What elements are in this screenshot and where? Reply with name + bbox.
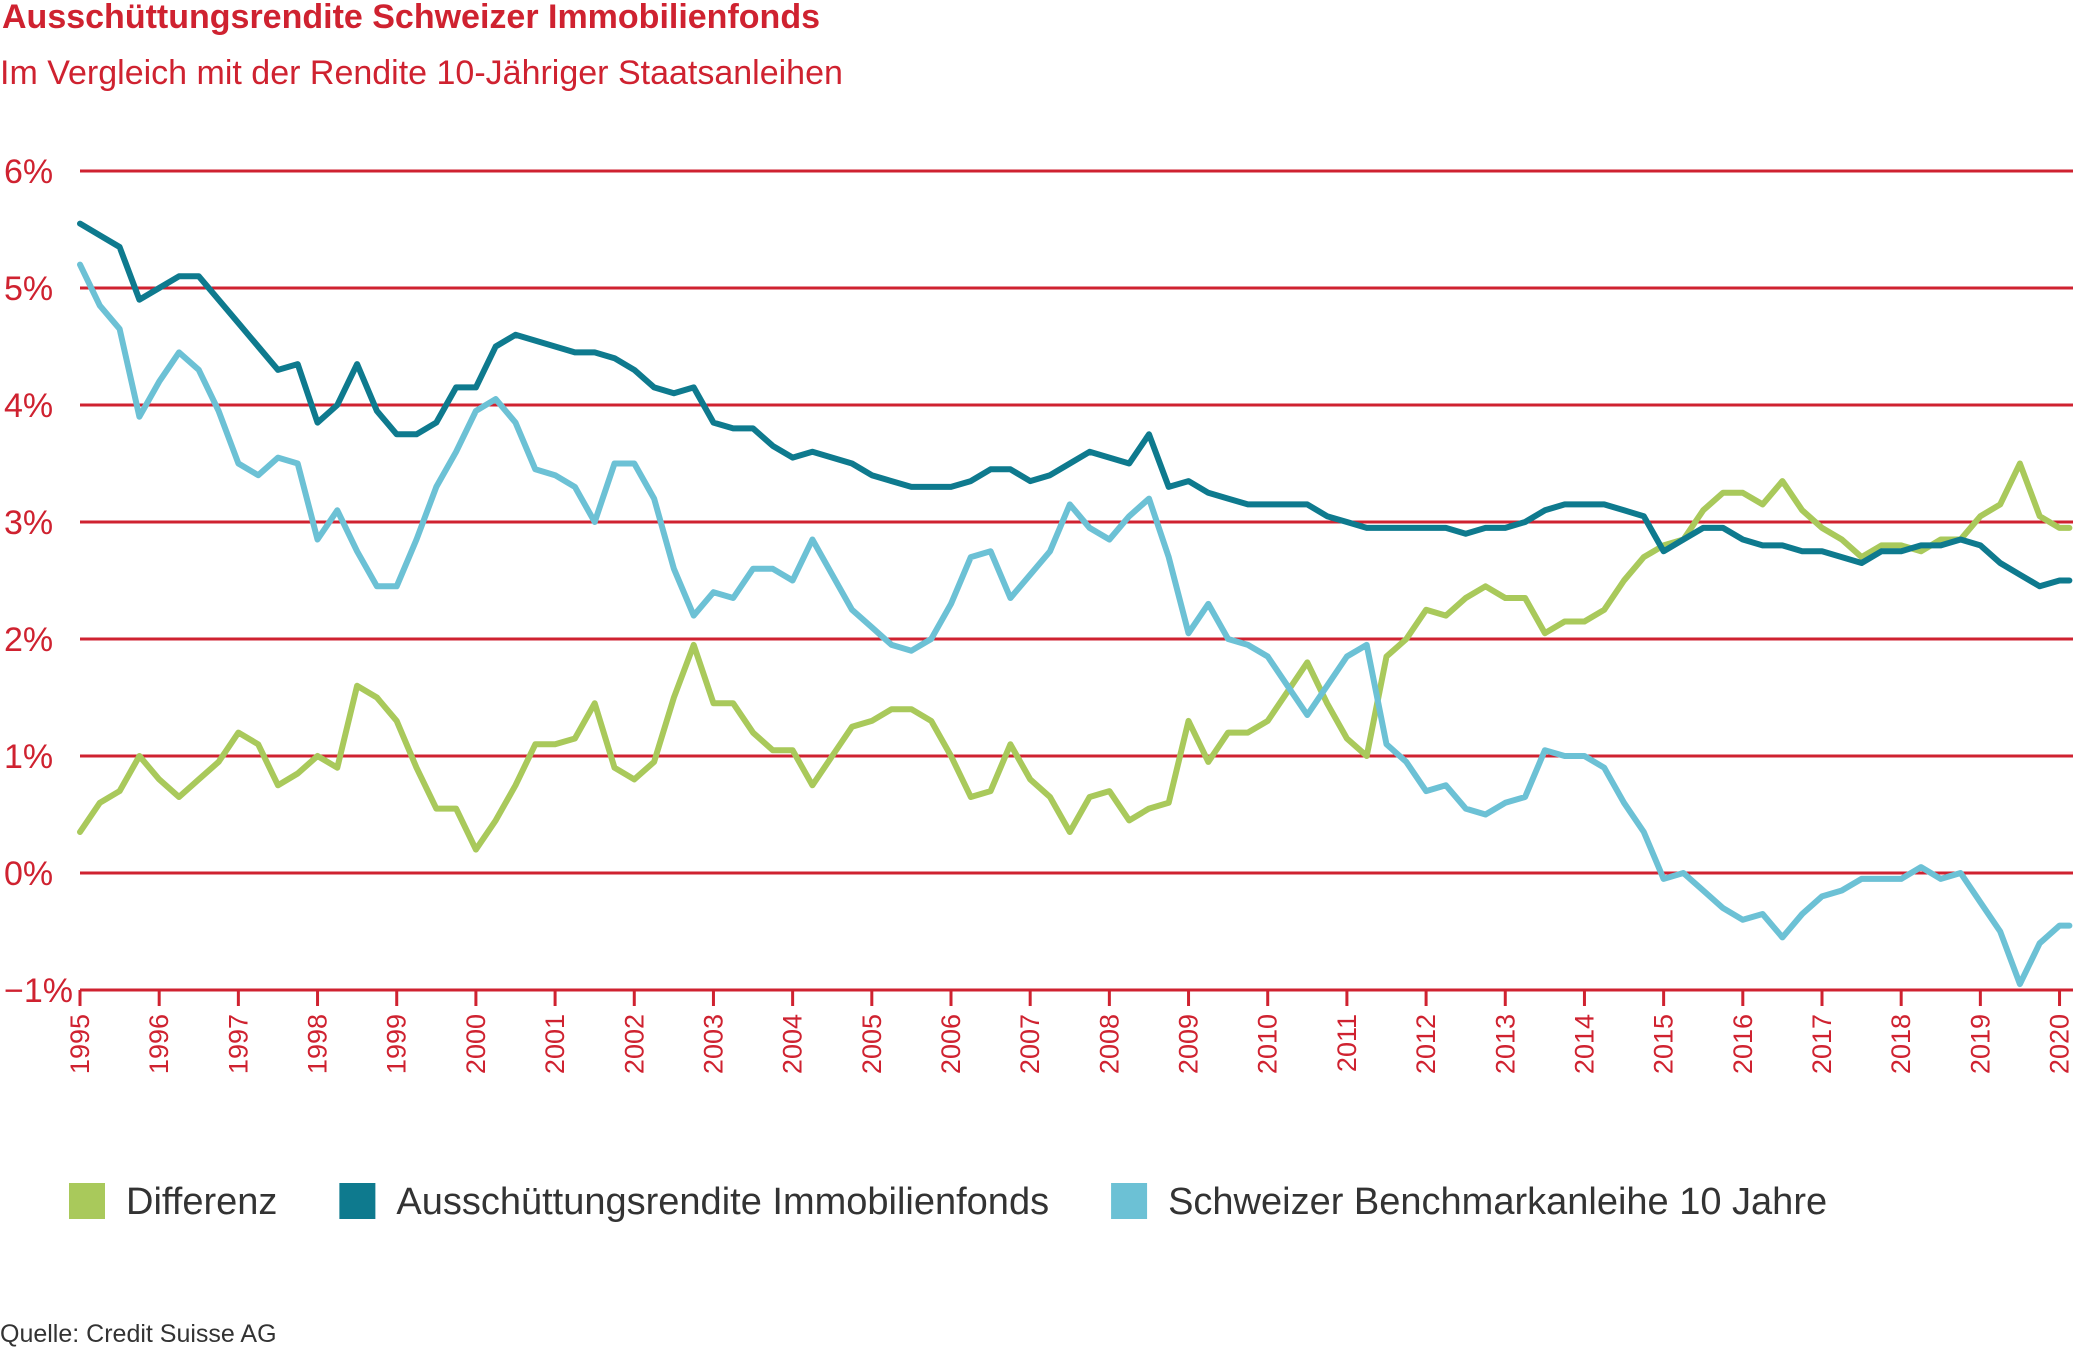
legend-label: Differenz bbox=[126, 1181, 277, 1223]
y-tick-label: 0% bbox=[4, 855, 53, 893]
x-tick-label: 2016 bbox=[1728, 1014, 1758, 1074]
x-tick-label: 2006 bbox=[936, 1014, 966, 1074]
x-tick-label: 2012 bbox=[1411, 1014, 1441, 1074]
x-tick-label: 2009 bbox=[1174, 1014, 1204, 1074]
x-tick-label: 2017 bbox=[1807, 1014, 1837, 1074]
y-tick-label: 5% bbox=[4, 270, 53, 308]
y-tick-label: 1% bbox=[4, 738, 53, 776]
source-note: Quelle: Credit Suisse AG bbox=[0, 1320, 277, 1348]
legend-swatch bbox=[1111, 1183, 1148, 1219]
legend-swatch bbox=[69, 1183, 105, 1219]
series-line bbox=[77, 220, 2073, 590]
y-tick-label: 2% bbox=[4, 621, 53, 659]
x-tick-label: 2013 bbox=[1490, 1014, 1520, 1074]
series-line bbox=[77, 261, 2073, 988]
x-tick-label: 1998 bbox=[303, 1014, 333, 1074]
x-tick-label: 2002 bbox=[619, 1014, 649, 1074]
y-tick-label: 4% bbox=[4, 387, 53, 425]
legend-label: Schweizer Benchmarkanleihe 10 Jahre bbox=[1168, 1181, 1827, 1223]
x-tick-label: 1999 bbox=[382, 1014, 412, 1074]
chart-title: Ausschüttungsrendite Schweizer Immobilie… bbox=[2, 0, 820, 36]
x-tick-label: 2007 bbox=[1015, 1014, 1045, 1074]
chart-subtitle: Im Vergleich mit der Rendite 10-Jähriger… bbox=[0, 54, 843, 92]
legend-label: Ausschüttungsrendite Immobilienfonds bbox=[396, 1181, 1049, 1223]
x-tick-label: 2001 bbox=[540, 1014, 570, 1074]
x-tick-label: 2004 bbox=[778, 1014, 808, 1074]
legend-swatch bbox=[339, 1183, 376, 1219]
x-tick-label: 2011 bbox=[1332, 1014, 1362, 1072]
x-tick-label: 2018 bbox=[1886, 1014, 1916, 1074]
x-tick-label: 2019 bbox=[1965, 1014, 1995, 1074]
x-tick-label: 2008 bbox=[1094, 1014, 1124, 1074]
x-tick-label: 2010 bbox=[1253, 1014, 1283, 1074]
y-tick-label: 3% bbox=[4, 504, 53, 542]
x-tick-label: 2014 bbox=[1569, 1014, 1599, 1074]
series-line bbox=[77, 460, 2073, 853]
y-tick-label: 6% bbox=[4, 153, 53, 191]
x-tick-label: 2020 bbox=[2045, 1014, 2075, 1074]
x-tick-label: 2005 bbox=[857, 1014, 887, 1074]
x-tick-label: 2015 bbox=[1649, 1014, 1679, 1074]
x-tick-label: 1997 bbox=[223, 1014, 253, 1074]
x-tick-label: 1995 bbox=[65, 1014, 95, 1074]
x-tick-label: 1996 bbox=[144, 1014, 174, 1074]
y-tick-label: −1% bbox=[4, 972, 73, 1010]
x-tick-label: 2000 bbox=[461, 1014, 491, 1074]
x-tick-label: 2003 bbox=[698, 1014, 728, 1074]
